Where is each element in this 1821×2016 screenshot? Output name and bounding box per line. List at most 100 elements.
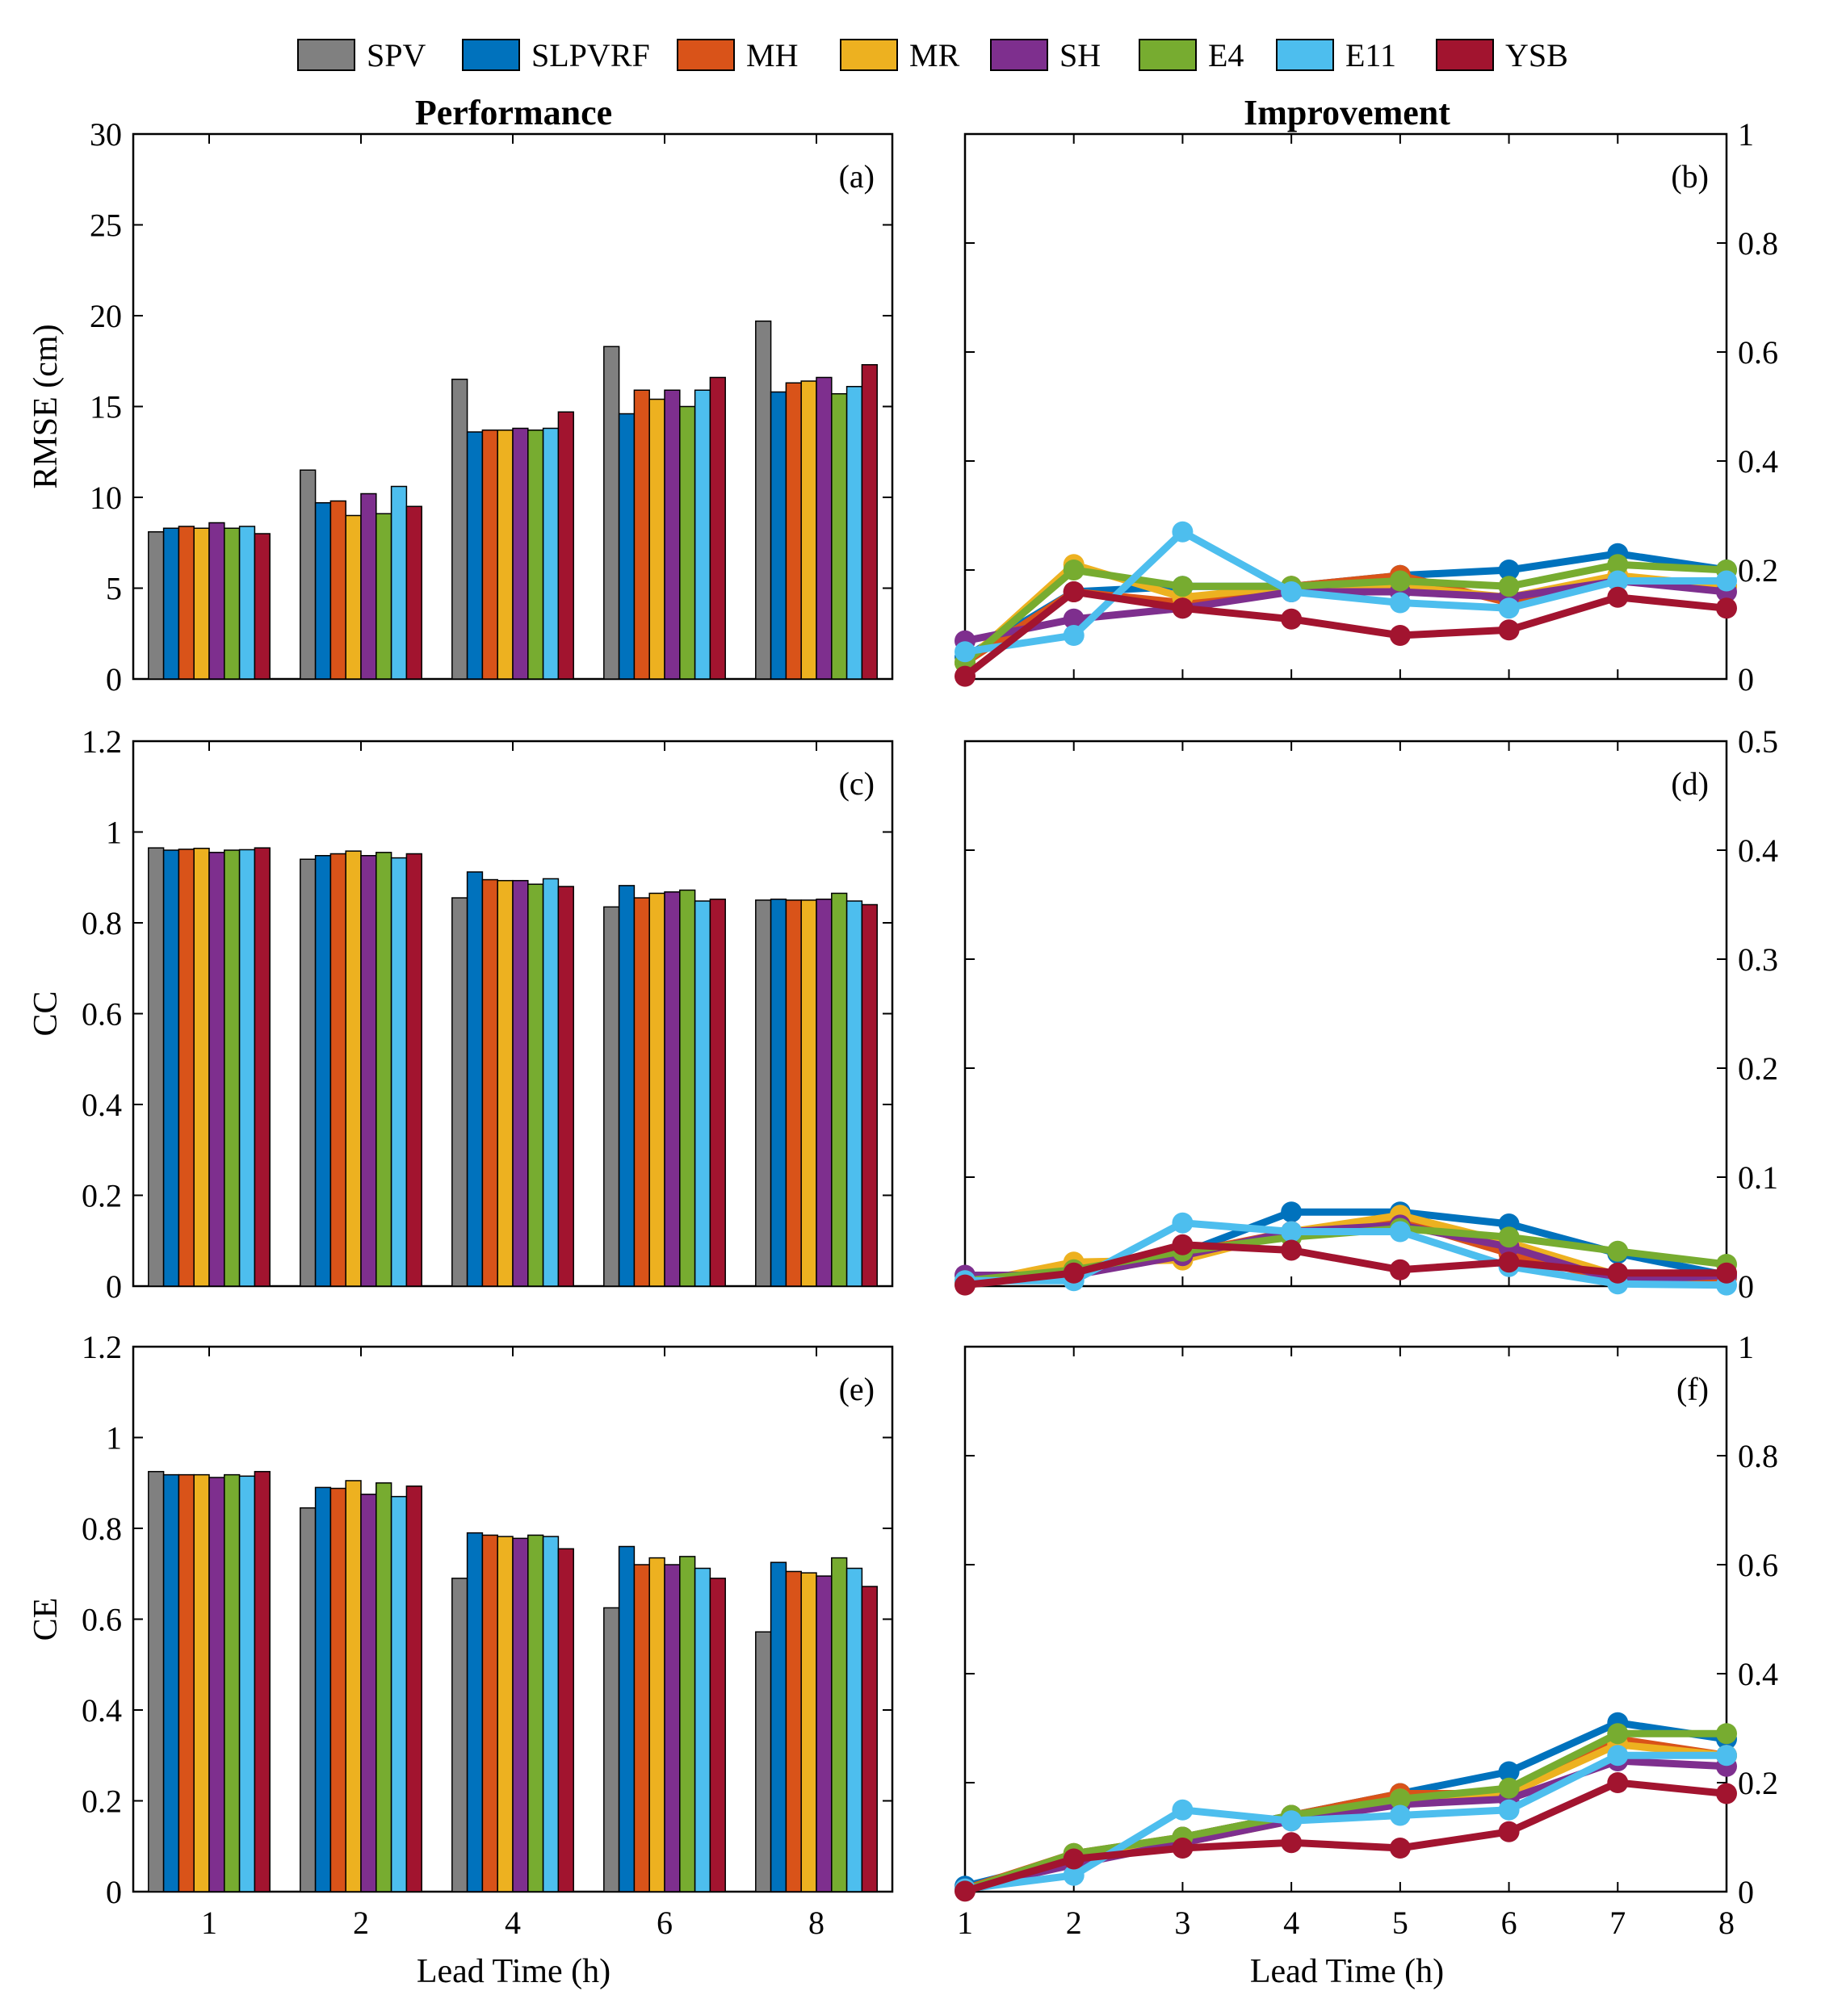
line-ysb <box>963 588 1727 680</box>
bar-mr-4 <box>497 430 514 680</box>
bar-slpvrf-1 <box>162 527 180 680</box>
bar-spv-4 <box>451 897 468 1287</box>
x-tick-label: 8 <box>808 1905 824 1941</box>
point-ysb-7 <box>1607 1262 1629 1284</box>
point-e4-5 <box>1389 1788 1411 1810</box>
bar-mr-8 <box>800 899 817 1287</box>
bar-sh-1 <box>208 1477 225 1892</box>
legend-swatch-e4 <box>1139 39 1197 71</box>
y-tick-label: 5 <box>106 571 122 607</box>
bar-mr-2 <box>345 1480 362 1892</box>
bar-e4-1 <box>224 527 241 680</box>
panel-b-frame <box>963 132 1728 681</box>
panel-b: 0 0.2 0.4 0.6 0.8 1 (b) <box>955 116 1778 698</box>
y-tick-label: 1 <box>106 815 122 851</box>
bar-sh-8 <box>816 1575 833 1892</box>
bar-mh-1 <box>178 849 195 1287</box>
bar-slpvrf-6 <box>618 885 636 1287</box>
point-ysb-1 <box>955 665 976 687</box>
bar-sh-4 <box>512 879 529 1287</box>
point-e11-4 <box>1281 1221 1303 1243</box>
bar-e4-6 <box>679 1556 696 1892</box>
bar-sh-6 <box>664 389 681 680</box>
bar-e4-1 <box>224 849 241 1287</box>
y-tick-label: 0.2 <box>1738 552 1778 589</box>
y-tick-label: 0.4 <box>1738 832 1778 869</box>
point-ysb-4 <box>1281 608 1303 630</box>
panel-label: (d) <box>1671 765 1709 802</box>
point-e11-7 <box>1607 570 1629 592</box>
bar-mh-8 <box>785 382 802 680</box>
legend-label-spv: SPV <box>367 36 426 73</box>
x-tick-label: 1 <box>957 1905 973 1941</box>
bar-e4-4 <box>527 430 544 680</box>
point-e11-3 <box>1172 521 1194 543</box>
point-ysb-6 <box>1498 1251 1520 1273</box>
point-e11-2 <box>1063 1864 1085 1886</box>
bar-ysb-1 <box>254 533 271 680</box>
bar-spv-6 <box>603 1607 620 1892</box>
bar-mh-1 <box>178 1473 195 1892</box>
line-e11 <box>964 1751 1727 1893</box>
bar-mr-2 <box>345 514 362 680</box>
panel-d-frame <box>963 740 1728 1288</box>
legend-label-e11: E11 <box>1345 36 1396 73</box>
x-tick-label: 7 <box>1609 1905 1626 1941</box>
point-ysb-5 <box>1389 1259 1411 1280</box>
bar-slpvrf-8 <box>770 391 787 680</box>
bar-spv-8 <box>755 1631 772 1892</box>
bar-sh-1 <box>208 852 225 1287</box>
y-axis-label: CE <box>27 1598 65 1641</box>
bar-e11-1 <box>238 1475 256 1892</box>
y-tick-label: 25 <box>90 207 122 244</box>
bar-mh-4 <box>481 1534 498 1892</box>
point-e11-6 <box>1498 1799 1520 1821</box>
point-e11-7 <box>1607 1745 1629 1767</box>
bar-mh-4 <box>481 878 498 1287</box>
line-ysb <box>964 1241 1727 1289</box>
legend-swatch-sh <box>990 39 1048 71</box>
legend-item-e11: E11 <box>1276 37 1396 73</box>
legend-item-mh: MH <box>677 37 798 73</box>
point-ysb-1 <box>955 1274 976 1296</box>
bar-e11-8 <box>845 1567 863 1892</box>
bar-mr-1 <box>193 848 210 1287</box>
panel-label: (a) <box>839 158 875 195</box>
bar-spv-6 <box>603 906 620 1287</box>
y-axis-label: RMSE (cm) <box>27 324 65 488</box>
panel-a: 0 5 10 15 20 25 30 RMSE (cm) (a) <box>27 116 894 698</box>
bar-mr-6 <box>648 398 665 680</box>
bar-ysb-6 <box>709 899 726 1287</box>
bar-slpvrf-6 <box>618 413 636 680</box>
bar-e4-4 <box>527 883 544 1287</box>
bar-e11-4 <box>542 878 560 1287</box>
bar-spv-4 <box>451 1578 468 1892</box>
legend-swatch-mr <box>840 39 898 71</box>
y-tick-label: 1 <box>1738 116 1754 153</box>
y-tick-label: 1 <box>106 1420 122 1456</box>
point-ysb-7 <box>1607 586 1629 608</box>
bar-spv-1 <box>148 531 165 680</box>
point-e11-8 <box>1716 570 1737 592</box>
bar-e11-1 <box>238 849 256 1287</box>
point-e11-4 <box>1281 1810 1303 1832</box>
bar-sh-4 <box>512 427 529 680</box>
bar-ysb-2 <box>405 853 422 1287</box>
bar-ysb-1 <box>254 847 271 1287</box>
y-tick-label: 0.2 <box>1738 1050 1778 1087</box>
bar-e11-2 <box>390 857 408 1287</box>
bar-slpvrf-4 <box>466 871 484 1287</box>
legend-swatch-ysb <box>1436 39 1494 71</box>
bar-e11-4 <box>542 427 560 680</box>
bar-spv-1 <box>148 847 165 1287</box>
point-e11-8 <box>1716 1745 1737 1767</box>
point-ysb-2 <box>1063 1262 1085 1284</box>
bar-ysb-8 <box>861 364 878 680</box>
bar-e4-2 <box>376 852 392 1287</box>
x-tick-label: 6 <box>1501 1905 1517 1941</box>
bar-e11-8 <box>845 386 863 680</box>
bar-sh-2 <box>360 492 377 680</box>
y-tick-label: 0.4 <box>1738 443 1778 480</box>
legend-label-mh: MH <box>746 36 799 73</box>
bar-slpvrf-8 <box>770 899 787 1287</box>
